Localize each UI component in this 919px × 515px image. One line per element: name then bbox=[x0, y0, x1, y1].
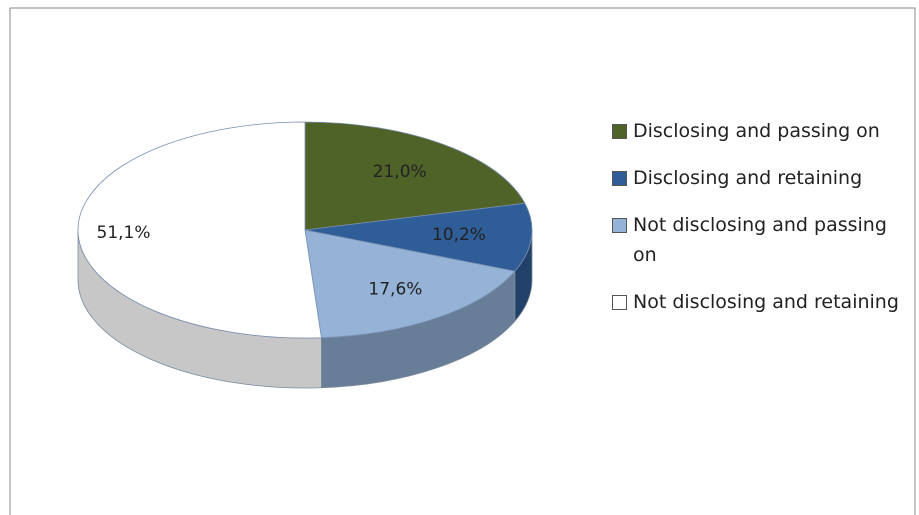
data-label: 21,0% bbox=[373, 162, 427, 182]
frame bbox=[9, 7, 916, 515]
legend-swatch bbox=[612, 295, 627, 310]
legend-item: Not disclosing and passing on bbox=[612, 210, 912, 270]
legend-swatch bbox=[612, 124, 627, 139]
legend-swatch bbox=[612, 171, 627, 186]
slice bbox=[77, 121, 322, 339]
legend: Disclosing and passing on Disclosing and … bbox=[612, 116, 912, 334]
legend-item: Disclosing and passing on bbox=[612, 116, 912, 146]
legend-label: Disclosing and passing on bbox=[633, 120, 880, 142]
data-label: 10,2% bbox=[432, 225, 486, 245]
legend-label: Disclosing and retaining bbox=[633, 167, 863, 189]
legend-item: Disclosing and retaining bbox=[612, 163, 912, 193]
legend-item: Not disclosing and retaining bbox=[612, 287, 912, 317]
legend-label: Not disclosing and passing on bbox=[633, 214, 887, 266]
data-label: 51,1% bbox=[97, 223, 151, 243]
legend-swatch bbox=[612, 218, 627, 233]
data-label: 17,6% bbox=[368, 280, 422, 300]
slice bbox=[304, 202, 533, 272]
slice bbox=[304, 121, 526, 231]
slice bbox=[304, 229, 516, 339]
legend-label: Not disclosing and retaining bbox=[633, 291, 899, 313]
